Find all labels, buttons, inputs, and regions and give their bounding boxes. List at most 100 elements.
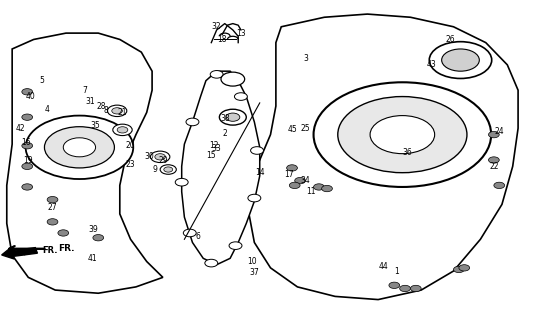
Text: 2: 2	[222, 129, 227, 138]
Text: 3: 3	[303, 54, 308, 63]
Text: 12: 12	[209, 141, 219, 150]
FancyArrow shape	[2, 248, 37, 259]
Text: 25: 25	[301, 124, 311, 133]
Circle shape	[155, 154, 166, 160]
Circle shape	[22, 142, 32, 149]
Text: 5: 5	[39, 76, 44, 85]
Text: 14: 14	[255, 168, 265, 177]
Text: 1: 1	[394, 267, 399, 276]
Circle shape	[186, 118, 199, 126]
Circle shape	[370, 116, 434, 154]
Text: 36: 36	[403, 148, 413, 156]
Text: 45: 45	[287, 125, 297, 134]
FancyArrowPatch shape	[9, 247, 44, 251]
Circle shape	[314, 82, 491, 187]
Text: 43: 43	[427, 60, 437, 69]
Text: 7: 7	[82, 86, 87, 95]
Text: 34: 34	[301, 176, 311, 185]
Text: 40: 40	[26, 92, 36, 101]
Text: 22: 22	[489, 162, 499, 171]
Circle shape	[22, 184, 32, 190]
Text: 4: 4	[45, 105, 50, 114]
Polygon shape	[249, 14, 518, 300]
Circle shape	[411, 285, 421, 292]
Text: 20: 20	[126, 141, 135, 150]
Circle shape	[47, 196, 58, 203]
Text: 38: 38	[220, 114, 229, 123]
Circle shape	[489, 157, 499, 163]
Circle shape	[210, 70, 223, 78]
Circle shape	[175, 178, 188, 186]
Circle shape	[58, 230, 69, 236]
Circle shape	[160, 165, 176, 174]
Circle shape	[221, 72, 245, 86]
Circle shape	[338, 97, 467, 173]
Circle shape	[47, 219, 58, 225]
Circle shape	[229, 242, 242, 250]
Text: 10: 10	[247, 257, 256, 266]
Text: 29: 29	[158, 156, 168, 164]
Circle shape	[219, 109, 246, 125]
Circle shape	[226, 113, 240, 121]
Circle shape	[441, 49, 479, 71]
Text: 16: 16	[21, 138, 30, 147]
Text: 41: 41	[88, 254, 98, 263]
Circle shape	[108, 105, 127, 116]
Polygon shape	[182, 71, 260, 265]
Circle shape	[164, 167, 173, 172]
Text: 42: 42	[15, 124, 25, 133]
Circle shape	[117, 127, 128, 133]
Text: FR.: FR.	[58, 244, 75, 253]
Text: 13: 13	[236, 28, 246, 38]
Circle shape	[295, 178, 306, 184]
Text: FR.: FR.	[42, 246, 57, 255]
Text: 21: 21	[118, 108, 127, 117]
Text: 15: 15	[207, 151, 216, 160]
Circle shape	[250, 147, 263, 154]
Circle shape	[400, 285, 411, 292]
Text: 32: 32	[212, 22, 221, 31]
Circle shape	[234, 93, 247, 100]
Text: 31: 31	[85, 97, 95, 106]
Circle shape	[205, 259, 218, 267]
Circle shape	[113, 124, 132, 136]
Circle shape	[22, 114, 32, 120]
Text: 11: 11	[306, 187, 315, 196]
Circle shape	[314, 184, 324, 190]
Text: 18: 18	[217, 35, 227, 44]
Circle shape	[494, 182, 505, 188]
Circle shape	[22, 163, 32, 170]
Text: 23: 23	[126, 160, 135, 169]
Text: 9: 9	[153, 165, 157, 174]
Circle shape	[150, 151, 170, 163]
Circle shape	[248, 194, 261, 202]
Text: 39: 39	[88, 225, 98, 234]
Text: 28: 28	[96, 101, 105, 111]
Text: 6: 6	[195, 232, 200, 241]
Circle shape	[112, 108, 122, 114]
Text: 8: 8	[104, 106, 109, 115]
Text: 37: 37	[249, 268, 259, 277]
Circle shape	[429, 42, 492, 78]
Circle shape	[287, 165, 298, 171]
Text: 19: 19	[23, 156, 33, 164]
Circle shape	[489, 132, 499, 138]
Circle shape	[63, 138, 96, 157]
Text: 27: 27	[48, 203, 57, 212]
Circle shape	[453, 266, 464, 273]
Text: 35: 35	[91, 121, 101, 130]
Circle shape	[25, 116, 133, 179]
Text: 24: 24	[494, 127, 504, 136]
Text: 33: 33	[212, 144, 222, 153]
Circle shape	[183, 229, 196, 237]
Circle shape	[389, 282, 400, 288]
Circle shape	[289, 182, 300, 188]
Text: 30: 30	[144, 152, 154, 161]
Circle shape	[322, 185, 332, 192]
Text: 17: 17	[285, 170, 294, 179]
Circle shape	[22, 89, 32, 95]
Circle shape	[44, 127, 114, 168]
Circle shape	[93, 235, 104, 241]
Polygon shape	[7, 33, 163, 293]
Text: 26: 26	[446, 35, 456, 44]
